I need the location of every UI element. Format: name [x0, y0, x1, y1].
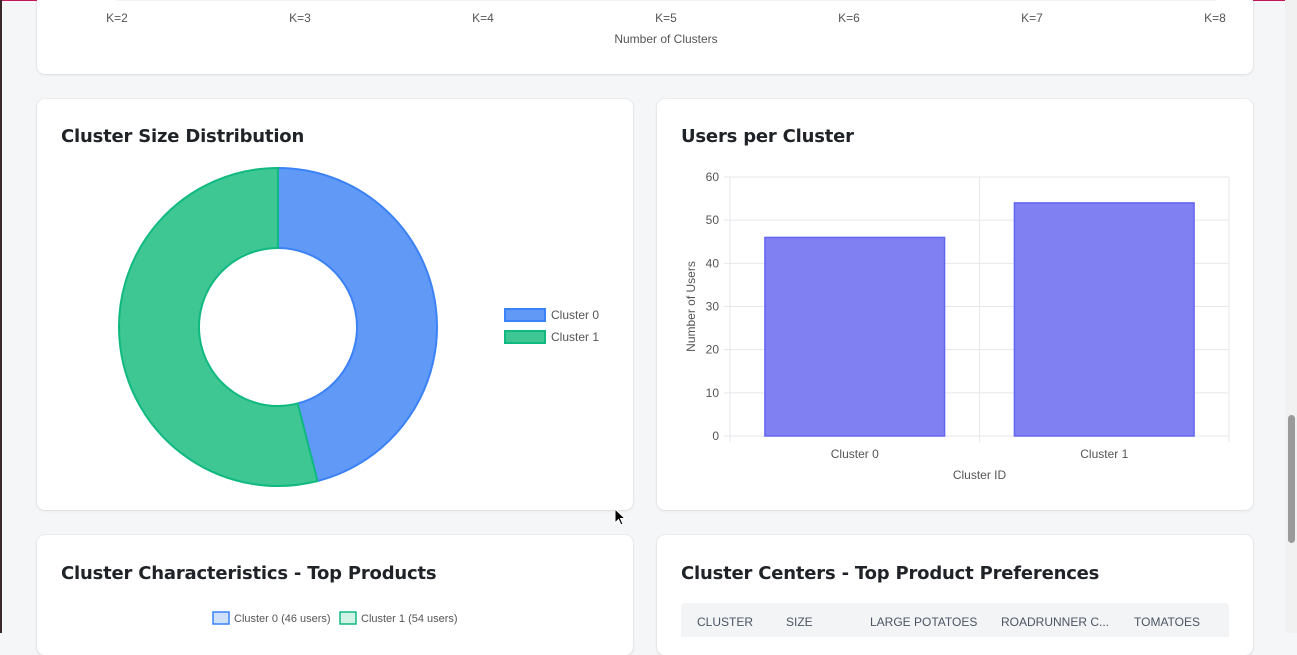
legend-item-cluster-0[interactable]: Cluster 0 (46 users) [212, 611, 331, 625]
elbow-chart-card: K=2 K=3 K=4 K=5 K=6 K=7 K=8 Number of Clusters [37, 0, 1253, 74]
elbow-x-tick-label: K=6 [838, 11, 860, 25]
bar-y-axis-label: Number of Users [684, 261, 698, 352]
bar-y-tick-label: 30 [706, 300, 720, 314]
bar-y-tick-label: 0 [712, 429, 719, 443]
donut-slice-cluster-1[interactable] [118, 166, 319, 487]
elbow-x-tick-label: K=2 [106, 11, 128, 25]
bar-y-tick-label: 20 [706, 343, 720, 357]
elbow-chart-axis: K=2 K=3 K=4 K=5 K=6 K=7 K=8 Number of Clusters [106, 0, 1226, 46]
legend-label-cluster-0: Cluster 0 (46 users) [234, 613, 331, 625]
mouse-cursor-icon [614, 508, 627, 526]
bar-y-tick-label: 50 [706, 213, 720, 227]
users-per-cluster-card: Users per Cluster 0 10 20 30 40 50 60 Cluster 0… [657, 99, 1253, 510]
cluster-centers-card: Cluster Centers - Top Product Preference… [657, 535, 1253, 655]
top-products-title: Cluster Characteristics - Top Products [61, 563, 437, 584]
cluster-centers-table-header: CLUSTER SIZE LARGE POTATOES ROADRUNNER C… [681, 603, 1229, 637]
pie-legend-item-cluster-1[interactable]: Cluster 1 [504, 330, 599, 344]
users-per-cluster-bar-chart: 0 10 20 30 40 50 60 Cluster 0 Cluster 1 Cluster I… [684, 170, 1230, 482]
top-products-legend: Cluster 0 (46 users) Cluster 1 (54 users… [212, 611, 458, 625]
elbow-x-tick-label: K=8 [1204, 11, 1226, 25]
left-window-edge [0, 0, 2, 633]
pie-legend-item-cluster-0[interactable]: Cluster 0 [504, 308, 599, 322]
legend-label-cluster-1: Cluster 1 (54 users) [361, 613, 458, 625]
bar-x-axis-label: Cluster ID [953, 468, 1007, 482]
bar-x-tick-label: Cluster 1 [1080, 447, 1128, 461]
column-header-large-potatoes[interactable]: LARGE POTATOES [870, 615, 978, 629]
elbow-x-tick-label: K=5 [655, 11, 677, 25]
top-products-card: Cluster Characteristics - Top Products C… [37, 535, 633, 655]
legend-swatch [504, 308, 546, 322]
bar-y-tick-label: 10 [706, 386, 720, 400]
column-header-tomatoes[interactable]: TOMATOES [1134, 615, 1201, 629]
bar-cluster-1[interactable] [1013, 202, 1195, 437]
elbow-x-tick-label: K=3 [289, 11, 311, 25]
elbow-x-tick-label: K=4 [472, 11, 494, 25]
legend-swatch [504, 330, 546, 344]
elbow-x-axis-label: Number of Clusters [614, 32, 717, 46]
cluster-size-title: Cluster Size Distribution [61, 126, 305, 147]
column-header-roadrunner[interactable]: ROADRUNNER C... [1001, 615, 1110, 629]
elbow-x-tick-label: K=7 [1021, 11, 1043, 25]
bar-x-tick-label: Cluster 0 [831, 447, 879, 461]
page-scrollbar-thumb[interactable] [1288, 415, 1295, 543]
bar-cluster-0[interactable] [764, 236, 946, 437]
bar-y-tick-label: 40 [706, 256, 720, 270]
users-per-cluster-title: Users per Cluster [681, 126, 854, 147]
cluster-centers-title: Cluster Centers - Top Product Preference… [681, 563, 1100, 584]
legend-label: Cluster 1 [551, 330, 599, 344]
bar-y-tick-label: 60 [706, 170, 720, 184]
cluster-size-card: Cluster Size Distribution Cluster 0 Clust… [37, 99, 633, 510]
cluster-size-donut-chart: Cluster 0 Cluster 1 [118, 166, 599, 487]
legend-item-cluster-1[interactable]: Cluster 1 (54 users) [339, 611, 458, 625]
column-header-cluster[interactable]: CLUSTER [697, 615, 754, 629]
column-header-size[interactable]: SIZE [786, 615, 813, 629]
donut-slice-cluster-0[interactable] [277, 166, 438, 483]
legend-label: Cluster 0 [551, 308, 599, 322]
